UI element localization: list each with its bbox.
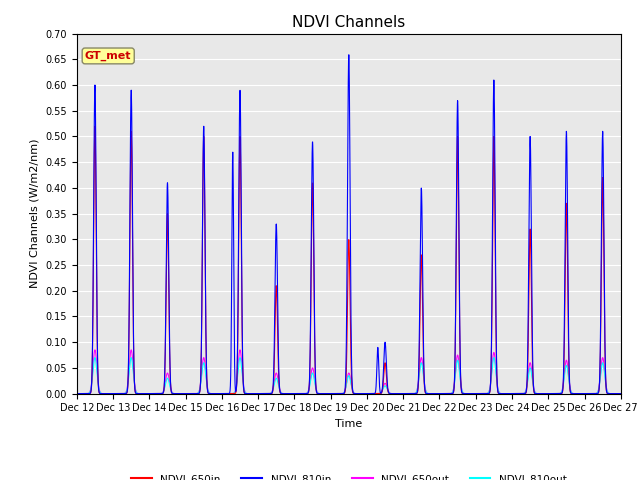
NDVI_650out — [566, 380, 573, 386]
NDVI_650out — [225, 391, 233, 396]
Text: GT_met: GT_met — [85, 51, 131, 61]
NDVI_810out — [412, 390, 419, 396]
NDVI_650out — [73, 391, 81, 396]
Line: NDVI_650in: NDVI_650in — [77, 126, 621, 394]
NDVI_810out — [189, 391, 197, 396]
NDVI_810out — [225, 391, 233, 396]
NDVI_810in — [617, 391, 625, 396]
NDVI_650in — [402, 391, 410, 396]
NDVI_810out — [402, 391, 410, 396]
NDVI_650in — [617, 391, 625, 396]
NDVI_650in — [91, 123, 99, 129]
NDVI_810out — [363, 391, 371, 396]
NDVI_650in — [225, 391, 233, 396]
NDVI_650in — [189, 391, 197, 396]
NDVI_650in — [73, 391, 81, 396]
NDVI_810in — [73, 391, 81, 396]
NDVI_810in — [225, 391, 232, 396]
NDVI_810in — [617, 391, 625, 396]
Line: NDVI_650out: NDVI_650out — [77, 350, 621, 394]
X-axis label: Time: Time — [335, 419, 362, 429]
NDVI_810out — [617, 391, 625, 396]
NDVI_810out — [73, 391, 81, 396]
Title: NDVI Channels: NDVI Channels — [292, 15, 405, 30]
NDVI_810out — [91, 355, 99, 360]
NDVI_810in — [566, 375, 573, 381]
NDVI_650out — [91, 347, 99, 353]
NDVI_650in — [617, 391, 625, 396]
NDVI_650out — [412, 390, 419, 396]
NDVI_650out — [402, 391, 410, 396]
NDVI_650in — [412, 391, 419, 396]
Y-axis label: NDVI Channels (W/m2/nm): NDVI Channels (W/m2/nm) — [30, 139, 40, 288]
NDVI_650out — [617, 391, 625, 396]
NDVI_810in — [345, 52, 353, 58]
NDVI_810out — [617, 391, 625, 396]
NDVI_650out — [363, 391, 371, 396]
NDVI_810in — [399, 391, 407, 396]
NDVI_810in — [189, 391, 197, 396]
NDVI_650out — [189, 391, 197, 396]
Line: NDVI_810in: NDVI_810in — [77, 55, 621, 394]
NDVI_650in — [566, 379, 573, 385]
NDVI_650out — [617, 391, 625, 396]
NDVI_650in — [399, 391, 407, 396]
NDVI_810in — [402, 391, 410, 396]
Line: NDVI_810out: NDVI_810out — [77, 358, 621, 394]
Legend: NDVI_650in, NDVI_810in, NDVI_650out, NDVI_810out: NDVI_650in, NDVI_810in, NDVI_650out, NDV… — [127, 470, 571, 480]
NDVI_810in — [412, 391, 419, 396]
NDVI_810out — [566, 382, 573, 387]
